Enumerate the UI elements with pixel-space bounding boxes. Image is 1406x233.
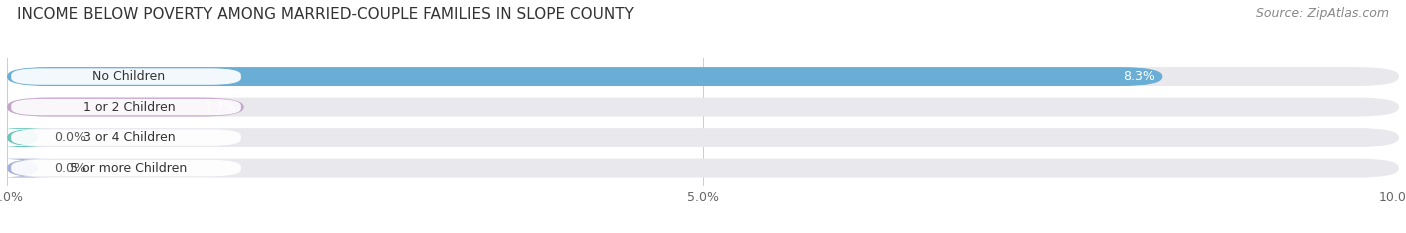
Text: Source: ZipAtlas.com: Source: ZipAtlas.com xyxy=(1256,7,1389,20)
FancyBboxPatch shape xyxy=(7,128,1399,147)
FancyBboxPatch shape xyxy=(7,159,1399,178)
FancyBboxPatch shape xyxy=(7,98,243,116)
Text: No Children: No Children xyxy=(93,70,166,83)
FancyBboxPatch shape xyxy=(0,159,49,178)
Text: 0.0%: 0.0% xyxy=(55,162,86,175)
FancyBboxPatch shape xyxy=(7,98,1399,116)
FancyBboxPatch shape xyxy=(11,160,240,176)
FancyBboxPatch shape xyxy=(7,67,1399,86)
FancyBboxPatch shape xyxy=(11,129,240,146)
FancyBboxPatch shape xyxy=(11,99,240,115)
Text: 1 or 2 Children: 1 or 2 Children xyxy=(83,101,176,113)
Text: INCOME BELOW POVERTY AMONG MARRIED-COUPLE FAMILIES IN SLOPE COUNTY: INCOME BELOW POVERTY AMONG MARRIED-COUPL… xyxy=(17,7,634,22)
Text: 3 or 4 Children: 3 or 4 Children xyxy=(83,131,176,144)
FancyBboxPatch shape xyxy=(7,67,1163,86)
Text: 5 or more Children: 5 or more Children xyxy=(70,162,187,175)
Text: 0.0%: 0.0% xyxy=(55,131,86,144)
Text: 8.3%: 8.3% xyxy=(1123,70,1156,83)
FancyBboxPatch shape xyxy=(0,128,49,147)
FancyBboxPatch shape xyxy=(11,68,240,85)
Text: 1.7%: 1.7% xyxy=(205,101,236,113)
